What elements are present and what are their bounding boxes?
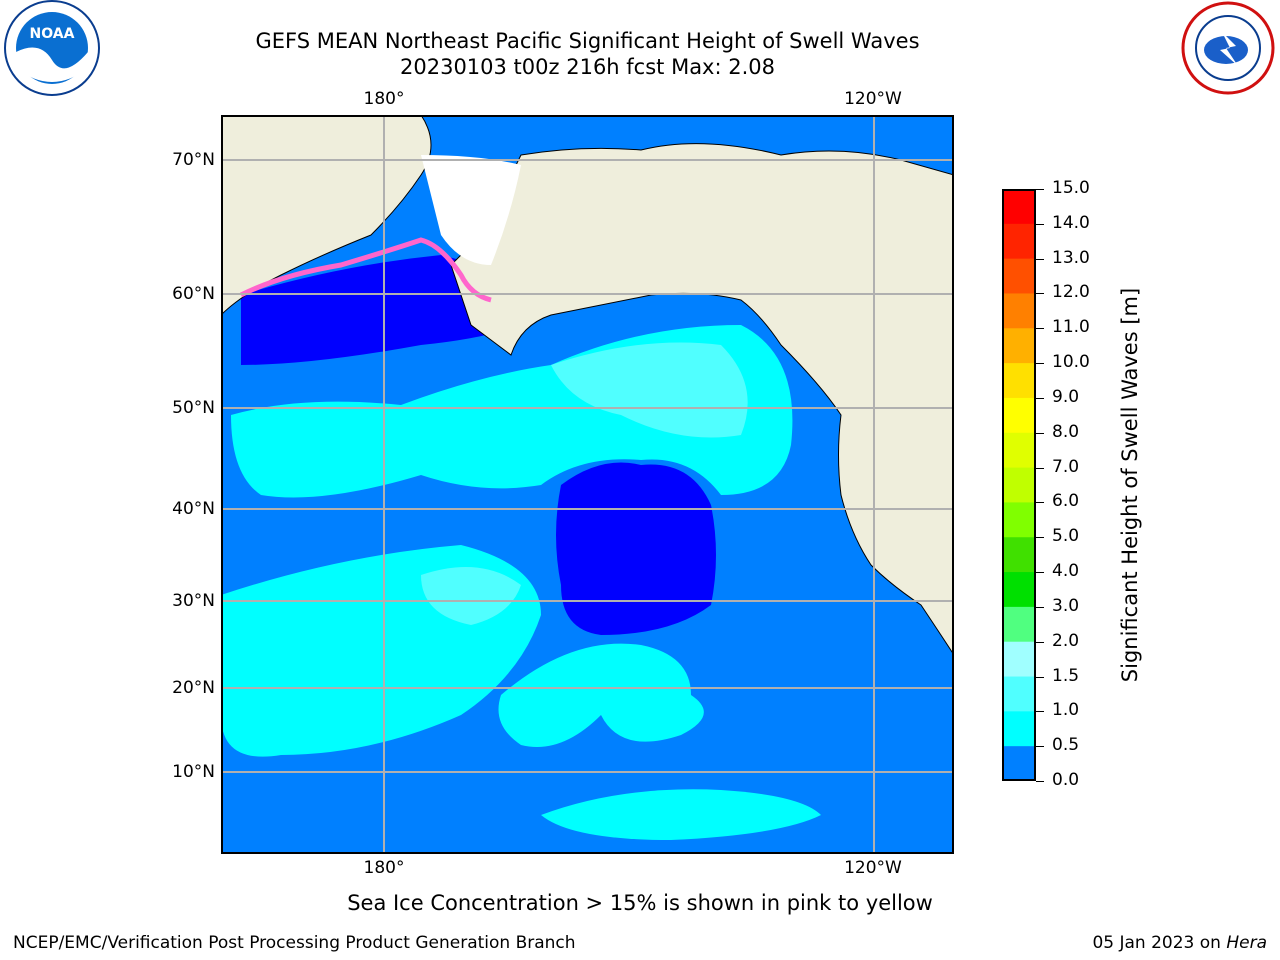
colorbar-tick-label: 6.0 (1052, 491, 1080, 512)
colorbar-tick-mark (1036, 328, 1044, 330)
colorbar-tick-mark (1036, 363, 1044, 365)
colorbar-segment (1002, 641, 1036, 678)
lat-label-50n: 50°N (172, 398, 215, 418)
colorbar-tick-mark (1036, 781, 1044, 782)
colorbar-tick-mark (1036, 711, 1044, 713)
colorbar-segment (1002, 293, 1036, 329)
colorbar-tick-label: 13.0 (1052, 247, 1090, 268)
colorbar-segment (1002, 363, 1036, 399)
sea-ice-note: Sea Ice Concentration > 15% is shown in … (347, 891, 933, 915)
colorbar-tick-label: 3.0 (1052, 595, 1080, 616)
colorbar-tick-mark (1036, 293, 1044, 295)
colorbar-tick-mark (1036, 432, 1044, 434)
colorbar-tick-mark (1036, 676, 1044, 678)
colorbar-tick-label: 8.0 (1052, 421, 1080, 442)
colorbar-tick-label: 0.5 (1052, 735, 1080, 756)
colorbar-tick-label: 4.0 (1052, 561, 1080, 582)
colorbar-tick-mark (1036, 189, 1044, 190)
colorbar-tick-mark (1036, 223, 1044, 225)
graticule (221, 115, 954, 854)
colorbar-tick-label: 1.0 (1052, 700, 1080, 721)
colorbar-tick-label: 7.0 (1052, 456, 1080, 477)
colorbar-tick-label: 11.0 (1052, 317, 1090, 338)
colorbar-segment (1002, 537, 1036, 573)
colorbar (1002, 189, 1036, 781)
colorbar-tick-label: 9.0 (1052, 386, 1080, 407)
sea-ice-edge (239, 237, 492, 303)
colorbar-segment (1002, 328, 1036, 364)
colorbar-segment (1002, 189, 1036, 225)
lat-label-30n: 30°N (172, 591, 215, 611)
lon-label-bottom-180: 180° (363, 858, 405, 878)
colorbar-segment (1002, 432, 1036, 469)
colorbar-tick-mark (1036, 572, 1044, 574)
colorbar-tick-mark (1036, 641, 1044, 643)
swell-mid-south (541, 789, 821, 840)
colorbar-segment (1002, 258, 1036, 295)
colorbar-tick-label: 12.0 (1052, 282, 1090, 303)
footer-producer: NCEP/EMC/Verification Post Processing Pr… (13, 933, 576, 953)
colorbar-segment (1002, 676, 1036, 712)
colorbar-segment (1002, 397, 1036, 434)
lat-label-20n: 20°N (172, 678, 215, 698)
map-panel (221, 115, 954, 854)
colorbar-tick-mark (1036, 746, 1044, 748)
colorbar-tick-mark (1036, 537, 1044, 539)
lon-label-top-120w: 120°W (844, 89, 902, 109)
colorbar-tick-mark (1036, 467, 1044, 469)
colorbar-tick-mark (1036, 606, 1044, 608)
colorbar-tick-mark (1036, 502, 1044, 504)
colorbar-tick-label: 15.0 (1052, 178, 1090, 198)
lat-label-60n: 60°N (172, 284, 215, 304)
swell-high-north (551, 342, 748, 438)
colorbar-tick-label: 5.0 (1052, 526, 1080, 547)
swell-low-region (556, 462, 716, 635)
swell-mid-southwest-2 (221, 620, 401, 728)
land-north-america (450, 143, 954, 656)
lon-label-bottom-120w: 120°W (844, 858, 902, 878)
colorbar-segment (1002, 467, 1036, 504)
colorbar-tick-label: 14.0 (1052, 212, 1090, 233)
swell-high-southwest (421, 567, 521, 625)
colorbar-tick-label: 10.0 (1052, 352, 1090, 373)
colorbar-tick-label: 0.0 (1052, 770, 1080, 790)
lat-label-70n: 70°N (172, 150, 215, 170)
colorbar-segment (1002, 502, 1036, 538)
noaa-logo: NOAA (4, 0, 100, 96)
colorbar-tick-mark (1036, 258, 1044, 260)
chart-subtitle: 20230103 t00z 216h fcst Max: 2.08 (400, 55, 775, 79)
swell-mid-hawaii (498, 643, 704, 747)
colorbar-segment (1002, 223, 1036, 260)
noaa-logo-text: NOAA (30, 26, 75, 42)
colorbar-segment (1002, 606, 1036, 643)
lat-label-40n: 40°N (172, 499, 215, 519)
colorbar-tick-label: 1.5 (1052, 665, 1080, 686)
colorbar-segment (1002, 711, 1036, 747)
footer-date: 05 Jan 2023 on Hera (1092, 933, 1267, 953)
lat-label-10n: 10°N (172, 762, 215, 782)
footer-host: Hera (1226, 933, 1267, 953)
footer-date-text: 05 Jan 2023 on (1092, 933, 1221, 953)
chart-title: GEFS MEAN Northeast Pacific Significant … (255, 29, 920, 53)
colorbar-segment (1002, 572, 1036, 608)
colorbar-label: Significant Height of Swell Waves [m] (1118, 287, 1142, 683)
lon-label-top-180: 180° (363, 89, 405, 109)
colorbar-segment (1002, 746, 1036, 781)
colorbar-tick-label: 2.0 (1052, 630, 1080, 651)
colorbar-tick-mark (1036, 397, 1044, 399)
nws-logo (1181, 1, 1275, 95)
